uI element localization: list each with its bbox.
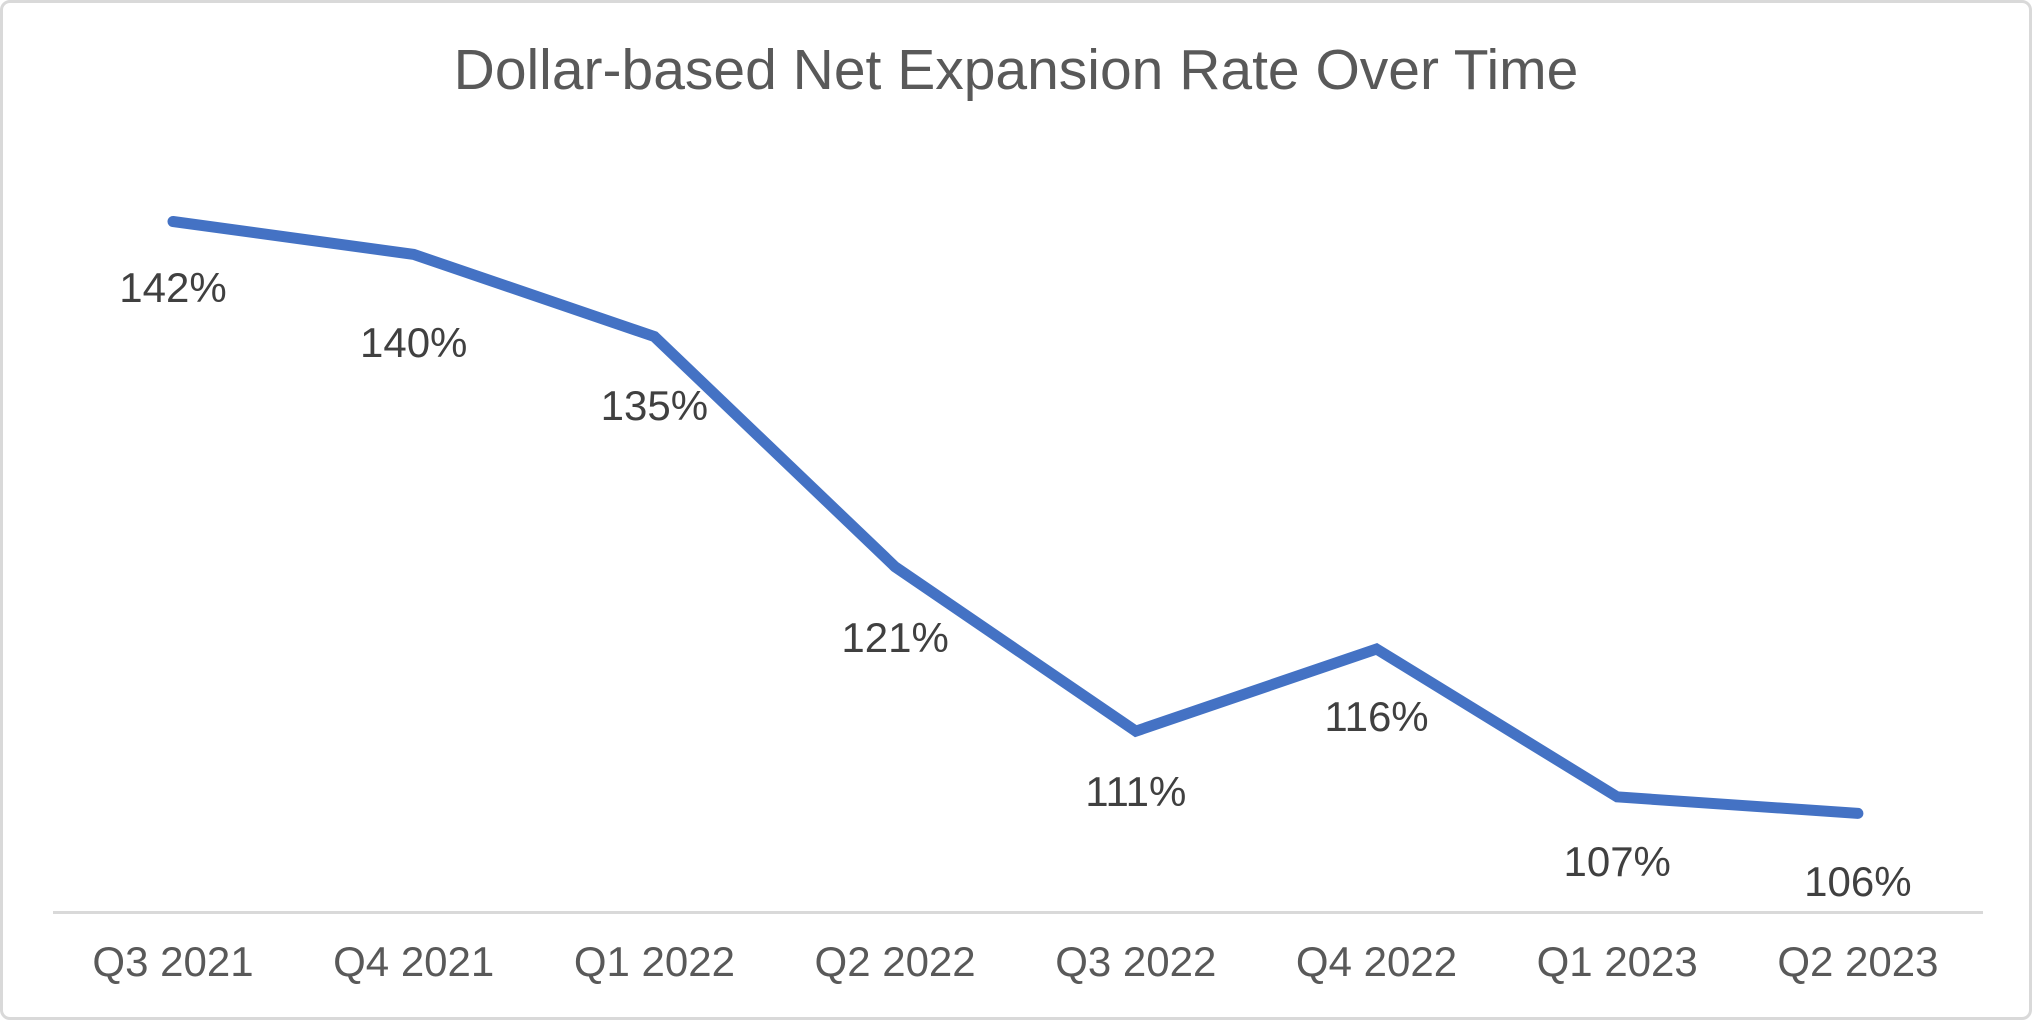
x-axis-label-q1-2022: Q1 2022 — [573, 938, 735, 985]
x-axis-label-q1-2023: Q1 2023 — [1536, 938, 1698, 985]
data-label-q2-2022: 121% — [841, 613, 949, 661]
series-line — [167, 216, 1864, 819]
x-axis-label-q3-2022: Q3 2022 — [1055, 938, 1217, 985]
x-axis-label-q2-2023: Q2 2023 — [1777, 938, 1939, 985]
data-label-q2-2023: 106% — [1804, 858, 1912, 906]
data-label-q1-2023: 107% — [1563, 837, 1671, 885]
data-label-q4-2021: 140% — [359, 319, 468, 367]
data-label-q1-2022: 135% — [600, 381, 709, 429]
x-axis-label-q4-2022: Q4 2022 — [1295, 938, 1458, 985]
x-axis-label-q2-2022: Q2 2022 — [814, 938, 976, 985]
line-chart-plot — [167, 216, 1864, 819]
data-label-q3-2022: 111% — [1085, 768, 1187, 816]
data-label-q3-2021: 142% — [119, 263, 227, 311]
x-axis-line — [53, 911, 1983, 914]
chart-title: Dollar-based Net Expansion Rate Over Tim… — [453, 38, 1579, 102]
x-axis-label-q4-2021: Q4 2021 — [333, 938, 495, 985]
x-axis-label-q3-2021: Q3 2021 — [92, 938, 254, 985]
data-label-q4-2022: 116% — [1324, 692, 1429, 740]
